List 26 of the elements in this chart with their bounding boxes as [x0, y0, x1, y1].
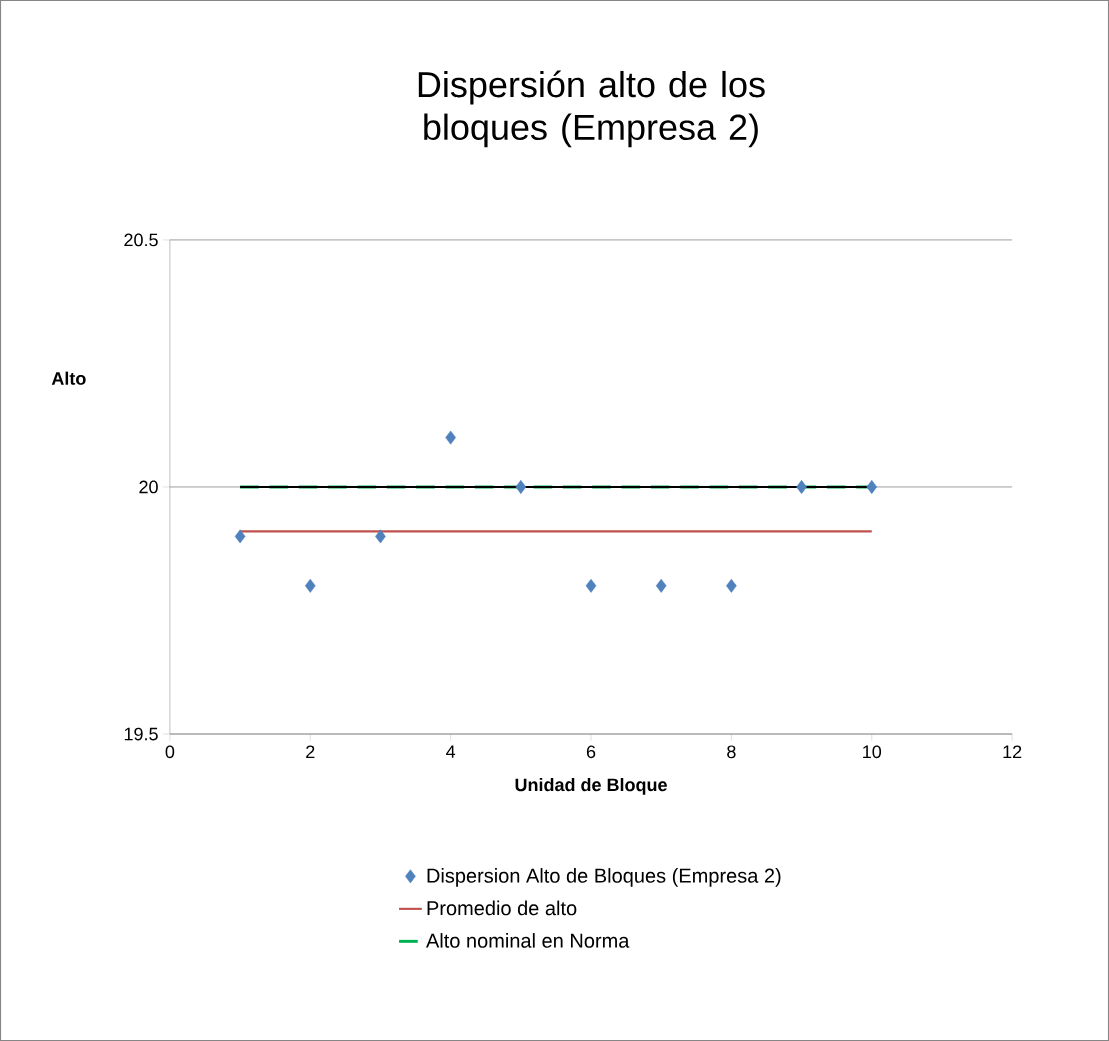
x-tick-label: 8 [727, 745, 736, 759]
x-tick-label: 4 [446, 745, 456, 758]
point [796, 480, 807, 494]
x-axis-title: Unidad de Bloque [515, 777, 667, 795]
point [866, 480, 878, 494]
point [585, 578, 597, 593]
legend-label: Alto nominal en Norma [426, 933, 630, 948]
point [515, 480, 527, 494]
y-tick-label: 19.5 [124, 727, 158, 741]
point [445, 430, 456, 445]
chart-title: Dispersión alto de los bloques (Empresa 2) [418, 70, 765, 148]
point [305, 578, 316, 593]
y-axis-title: Alto [51, 371, 86, 385]
point [726, 578, 737, 593]
y-tick-label: 20 [139, 480, 158, 494]
legend-label: Dispersion Alto de Bloques (Empresa 2) [427, 868, 781, 887]
x-tick-label: 10 [863, 745, 882, 759]
y-tick-label: 20.5 [124, 233, 158, 247]
x-tick-label: 6 [586, 745, 596, 759]
x-tick-label: 2 [306, 745, 315, 758]
point [375, 529, 386, 544]
x-tick-label: 0 [165, 745, 175, 759]
legend-label: Promedio de alto [427, 900, 577, 916]
x-tick-label: 12 [1003, 745, 1022, 758]
point [234, 529, 246, 544]
point [655, 578, 667, 593]
